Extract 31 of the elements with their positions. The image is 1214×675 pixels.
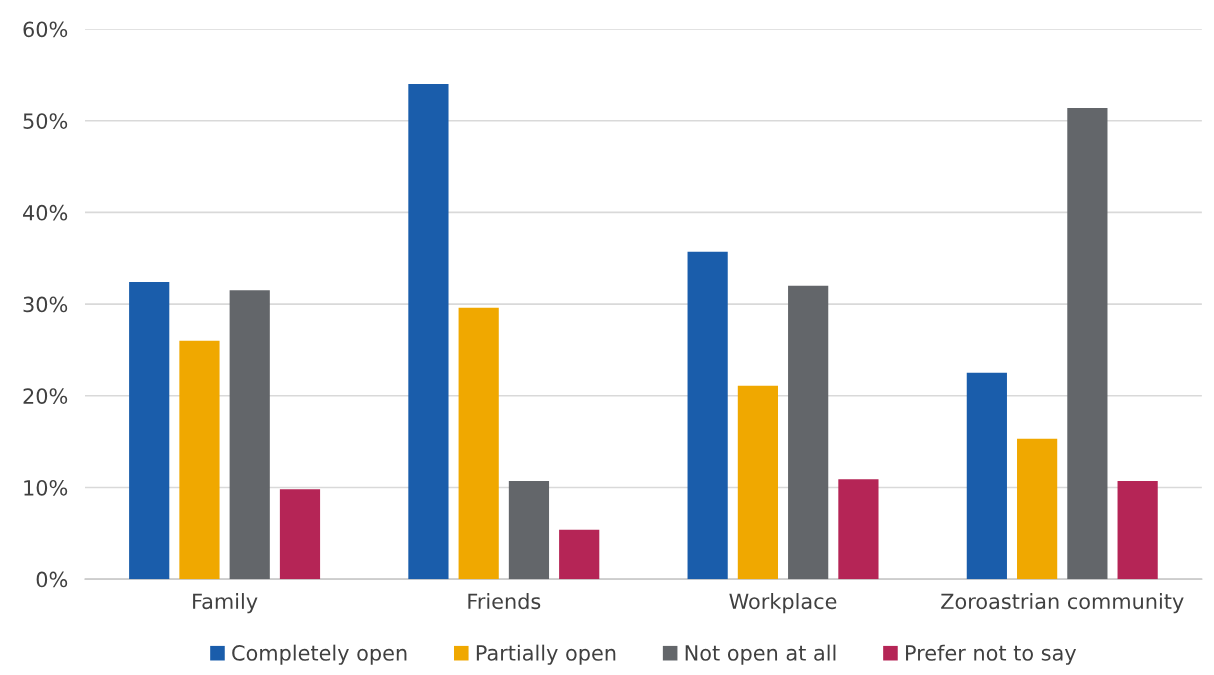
y-tick-label: 60%: [23, 21, 68, 38]
bar: [1117, 481, 1158, 580]
y-tick-label: 40%: [23, 204, 68, 221]
y-tick-label: 50%: [23, 113, 68, 129]
y-tick-label: 0%: [36, 571, 68, 588]
y-tick-label: 30%: [23, 296, 68, 313]
legend-label: Completely open: [232, 644, 407, 665]
x-tick-label: Zoroastrian community: [941, 593, 1184, 614]
legend-label: Prefer not to say: [906, 644, 1077, 665]
y-tick-label: 10%: [24, 479, 68, 496]
bar: [508, 481, 550, 580]
bar: [279, 489, 321, 580]
bar: [1017, 438, 1058, 580]
bar: [458, 307, 499, 580]
bar: [179, 340, 220, 580]
bar: [788, 285, 829, 580]
bar: [838, 479, 879, 580]
y-tick-label: 20%: [23, 388, 68, 404]
bar: [559, 529, 600, 580]
bar: [408, 84, 449, 580]
bar: [687, 251, 728, 580]
bar: [129, 282, 170, 580]
x-tick-label: Friends: [468, 593, 541, 610]
bar: [737, 385, 778, 580]
legend-label: Partially open: [476, 644, 616, 665]
legend-label: Not open at all: [685, 644, 836, 665]
x-tick-label: Family: [193, 593, 258, 614]
bar: [229, 290, 270, 580]
x-tick-label: Workplace: [729, 593, 837, 614]
bar: [966, 372, 1007, 580]
bar: [1067, 107, 1108, 580]
